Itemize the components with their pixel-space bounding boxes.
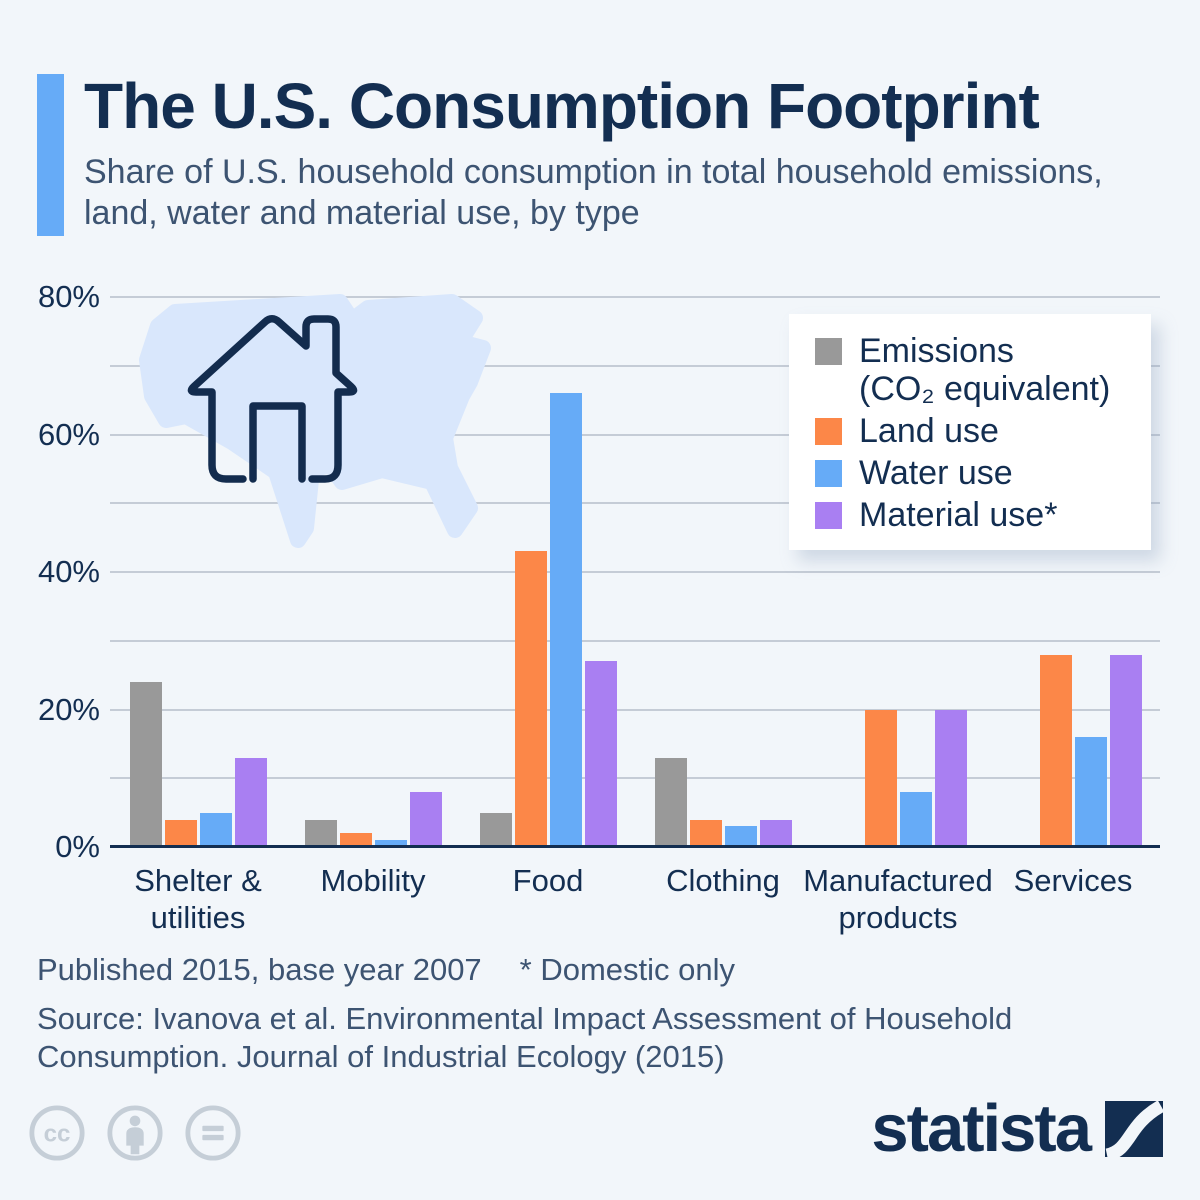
statista-logo[interactable]: statista (871, 1091, 1163, 1166)
gridline-10 (110, 777, 1160, 780)
y-tick-0: 0% (55, 829, 100, 864)
legend-swatch-land-use (815, 418, 842, 445)
legend-label-material-use: Material use* (859, 496, 1058, 534)
bar-material-use-manufactured-products (934, 709, 967, 847)
gridline-70 (110, 364, 1160, 367)
bar-water-use-clothing (724, 826, 757, 847)
bar-emissions-co-equivalent-mobility (304, 819, 337, 847)
bar-material-use-shelter-utilities (234, 757, 267, 847)
chart-legend: Emissions (CO₂ equivalent) Land use Water u… (789, 314, 1151, 550)
bar-land-use-clothing (689, 819, 722, 847)
category-label-mobility: Mobility (320, 863, 426, 898)
legend-label-land-use: Land use (859, 412, 999, 450)
license-icons: cc (28, 1104, 242, 1162)
legend-label-emissions-co-equivalent: Emissions (CO₂ equivalent) (859, 332, 1111, 408)
bar-land-use-mobility (339, 833, 372, 847)
source-text: Source: Ivanova et al. Environmental Imp… (37, 1001, 1013, 1074)
gridline-80 (110, 296, 1160, 298)
footer-notes: Published 2015, base year 2007 * Domestic… (37, 952, 1137, 988)
svg-text:cc: cc (44, 1121, 71, 1148)
bar-water-use-services (1074, 737, 1107, 847)
bar-material-use-mobility (409, 792, 442, 847)
page-title: The U.S. Consumption Footprint (84, 70, 1040, 142)
y-tick-40: 40% (37, 554, 100, 589)
legend-swatch-emissions-co-equivalent (815, 338, 842, 365)
attribution-icon[interactable] (106, 1104, 164, 1162)
bar-water-use-shelter-utilities (199, 812, 232, 847)
legend-label-water-use: Water use (859, 454, 1013, 492)
bar-land-use-services (1039, 654, 1072, 847)
legend-swatch-material-use (815, 502, 842, 529)
bar-land-use-manufactured-products (864, 709, 897, 847)
statista-wordmark: statista (871, 1091, 1092, 1166)
no-derivatives-icon[interactable] (184, 1104, 242, 1162)
bar-water-use-manufactured-products (899, 792, 932, 847)
bar-material-use-clothing (759, 819, 792, 847)
published-note: Published 2015, base year 2007 (37, 952, 482, 987)
us-map-shape (139, 294, 491, 548)
bar-water-use-mobility (374, 840, 407, 847)
domestic-footnote: * Domestic only (519, 952, 736, 987)
bar-land-use-food (514, 551, 547, 847)
category-label-services: Services (1013, 863, 1133, 898)
category-label-manufactured-products: Manufactured products (803, 863, 993, 935)
bar-water-use-food (549, 393, 582, 847)
category-label-shelter-utilities: Shelter & utilities (134, 863, 262, 935)
legend-swatch-water-use (815, 460, 842, 487)
statista-logo-mark (1105, 1101, 1163, 1157)
bar-material-use-services (1109, 654, 1142, 847)
legend-item-land-use: Land use (815, 412, 1131, 450)
bar-emissions-co-equivalent-shelter-utilities (129, 682, 162, 847)
legend-item-material-use: Material use* (815, 496, 1131, 534)
gridline-30 (110, 639, 1160, 642)
y-tick-60: 60% (37, 416, 100, 452)
cc-icon[interactable]: cc (28, 1104, 86, 1162)
house-icon (187, 315, 358, 483)
legend-item-emissions-co-equivalent: Emissions (CO₂ equivalent) (815, 332, 1131, 408)
us-map-graphic (139, 294, 491, 548)
title-accent-bar (37, 74, 64, 236)
bar-land-use-shelter-utilities (164, 819, 197, 847)
bar-emissions-co-equivalent-clothing (654, 757, 687, 847)
gridline-50 (110, 502, 1160, 505)
legend-item-water-use: Water use (815, 454, 1131, 492)
page-subtitle: Share of U.S. household consumption in t… (84, 153, 1103, 232)
bar-emissions-co-equivalent-food (479, 812, 512, 847)
gridline-20 (110, 708, 1160, 711)
category-label-food: Food (512, 863, 584, 898)
y-tick-80: 80% (37, 279, 100, 314)
category-label-clothing: Clothing (666, 863, 780, 898)
x-axis-line (110, 845, 1160, 848)
bar-material-use-food (584, 661, 617, 847)
y-tick-20: 20% (37, 691, 100, 727)
gridline-60 (110, 433, 1160, 436)
gridline-40 (110, 571, 1160, 573)
